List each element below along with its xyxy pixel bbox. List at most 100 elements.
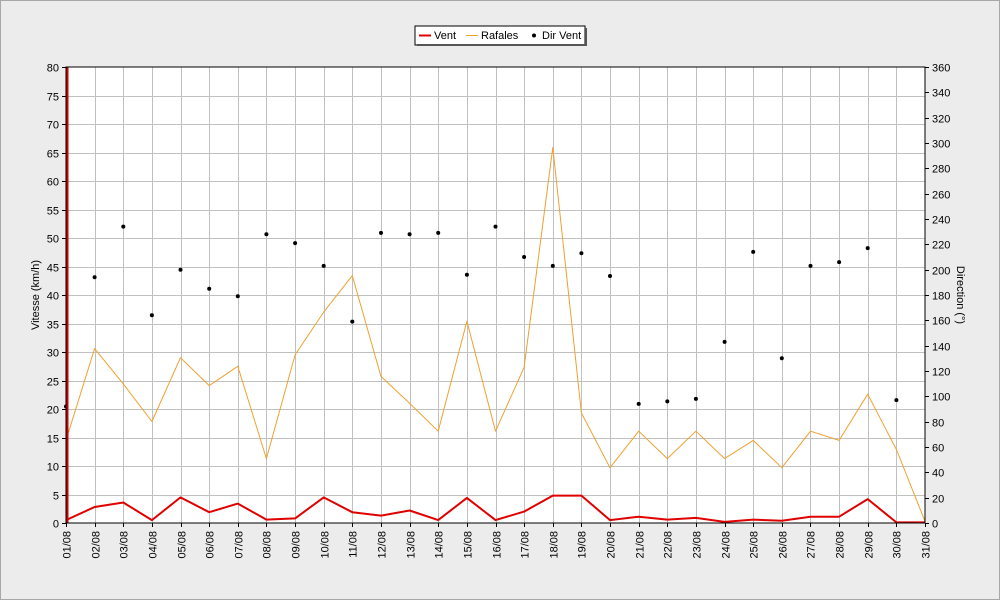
dir-vent-point xyxy=(808,263,813,268)
y-right-tick-label: 160 xyxy=(932,316,950,328)
right-axis: 0 20 40 60 80 100 120 140 160 180 200 220 240 260 280 3… xyxy=(925,63,950,531)
dir-vent-point xyxy=(350,319,355,324)
y-left-tick-label: 20 xyxy=(47,405,59,417)
y-right-tick-label: 120 xyxy=(932,367,950,379)
x-tick-label: 23/08 xyxy=(692,531,704,559)
dir-vent-point xyxy=(837,260,842,265)
y-left-tick-label: 40 xyxy=(47,291,59,303)
y-left-tick-label: 70 xyxy=(47,120,59,132)
x-tick-label: 26/08 xyxy=(778,531,790,559)
y-left-tick-label: 50 xyxy=(47,234,59,246)
x-tick-label: 04/08 xyxy=(148,531,160,559)
y-right-tick-label: 60 xyxy=(932,443,944,455)
x-tick-label: 21/08 xyxy=(635,531,647,559)
x-tick-label: 12/08 xyxy=(377,531,389,559)
dir-vent-point xyxy=(207,286,212,291)
dir-vent-point xyxy=(149,313,154,318)
grid xyxy=(66,67,925,523)
dir-vent-point xyxy=(751,249,756,254)
dir-vent-point xyxy=(235,294,240,299)
y-right-tick-label: 80 xyxy=(932,418,944,430)
x-tick-label: 29/08 xyxy=(864,531,876,559)
y-left-tick-label: 5 xyxy=(53,491,59,503)
legend-label-rafales: Rafales xyxy=(481,30,519,42)
legend-shadow-bottom xyxy=(417,44,587,46)
y-left-tick-label: 80 xyxy=(47,63,59,75)
dir-vent-point xyxy=(321,263,326,268)
dir-vent-point xyxy=(92,275,97,280)
dir-vent-point xyxy=(665,399,670,404)
y-right-tick-label: 340 xyxy=(932,88,950,100)
dir-vent-point xyxy=(464,272,469,277)
y-left-tick-label: 35 xyxy=(47,320,59,332)
y-left-tick-label: 30 xyxy=(47,348,59,360)
x-tick-label: 11/08 xyxy=(348,531,360,558)
dir-vent-point xyxy=(779,356,784,361)
x-tick-label: 09/08 xyxy=(291,531,303,559)
dir-vent-point xyxy=(407,232,412,237)
legend-label-dir-vent: Dir Vent xyxy=(542,30,581,42)
series-line-vent xyxy=(65,494,925,524)
x-tick-label: 07/08 xyxy=(234,531,246,559)
y-left-tick-label: 60 xyxy=(47,177,59,189)
y-right-tick-label: 0 xyxy=(932,519,938,531)
y-right-tick-label: 260 xyxy=(932,190,950,202)
x-tick-label: 31/08 xyxy=(921,531,933,559)
dir-vent-point xyxy=(636,401,641,406)
x-tick-label: 10/08 xyxy=(320,531,332,559)
dir-vent-point xyxy=(522,255,527,259)
series-line-rafales xyxy=(65,146,926,522)
legend-swatch-dir-vent xyxy=(532,33,536,38)
x-tick-label: 05/08 xyxy=(177,531,189,559)
x-tick-label: 02/08 xyxy=(91,531,103,559)
dir-vent-point xyxy=(293,241,298,246)
y-axis-right-title: Direction (°) xyxy=(954,266,966,324)
y-left-tick-label: 45 xyxy=(47,263,59,275)
y-left-tick-label: 75 xyxy=(47,92,59,104)
x-tick-label: 27/08 xyxy=(806,531,818,559)
series-rafales xyxy=(65,146,926,522)
series-vent xyxy=(65,494,925,524)
x-tick-label: 01/08 xyxy=(62,531,74,559)
dir-vent-point xyxy=(493,224,498,229)
y-right-tick-label: 200 xyxy=(932,266,950,278)
dir-vent-point xyxy=(178,267,183,272)
plot-border xyxy=(65,66,926,524)
x-tick-label: 06/08 xyxy=(205,531,217,559)
dir-vent-point xyxy=(379,230,383,235)
x-tick-label: 28/08 xyxy=(835,531,847,559)
dir-vent-point xyxy=(722,339,727,344)
y-left-tick-label: 25 xyxy=(47,377,59,389)
y-left-tick-label: 65 xyxy=(47,149,59,161)
x-tick-label: 24/08 xyxy=(721,531,733,559)
x-tick-label: 14/08 xyxy=(434,531,446,559)
series-dir-vent xyxy=(64,224,899,409)
y-axis-left-title: Vitesse (km/h) xyxy=(30,260,42,330)
legend-shadow-right xyxy=(585,28,587,46)
y-right-tick-label: 180 xyxy=(932,291,950,303)
dir-vent-point xyxy=(121,224,126,229)
y-right-tick-label: 100 xyxy=(932,392,950,404)
x-tick-label: 30/08 xyxy=(892,531,904,559)
x-tick-label: 18/08 xyxy=(549,531,561,559)
dir-vent-point xyxy=(550,263,555,268)
dir-vent-point xyxy=(865,246,870,251)
x-tick-label: 17/08 xyxy=(520,531,532,559)
y-right-tick-label: 320 xyxy=(932,114,950,126)
dir-vent-point xyxy=(436,230,441,235)
y-left-tick-label: 55 xyxy=(47,206,59,218)
y-right-tick-label: 300 xyxy=(932,139,950,151)
dir-vent-point xyxy=(264,232,269,237)
y-left-tick-label: 15 xyxy=(47,434,59,446)
y-right-tick-label: 140 xyxy=(932,342,950,354)
y-right-tick-label: 40 xyxy=(932,468,944,480)
x-tick-label: 13/08 xyxy=(406,531,418,559)
dir-vent-point xyxy=(608,274,612,278)
y-left-tick-label: 0 xyxy=(53,519,59,531)
y-left-tick-label: 10 xyxy=(47,462,59,474)
dir-vent-point xyxy=(693,396,698,401)
x-axis: 01/08 02/08 03/08 04/08 05/08 06/08 07/08 08/08… xyxy=(62,523,933,559)
legend-label-vent: Vent xyxy=(434,30,456,42)
y-right-tick-label: 220 xyxy=(932,240,950,252)
